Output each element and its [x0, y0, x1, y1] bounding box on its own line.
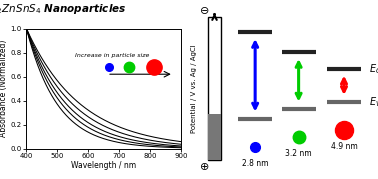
- Text: $\oplus$: $\oplus$: [199, 161, 209, 172]
- Text: 4.9 nm: 4.9 nm: [331, 142, 357, 151]
- Text: $\mathit{Cu_2ZnSnS_4}$ Nanoparticles: $\mathit{Cu_2ZnSnS_4}$ Nanoparticles: [0, 2, 127, 16]
- Y-axis label: Absorbance (Normalized): Absorbance (Normalized): [0, 40, 8, 137]
- Text: Potential / V vs. Ag / AgCl: Potential / V vs. Ag / AgCl: [191, 44, 197, 133]
- X-axis label: Wavelength / nm: Wavelength / nm: [71, 161, 136, 170]
- Text: $E_{VB}$: $E_{VB}$: [369, 95, 378, 109]
- Text: 2.8 nm: 2.8 nm: [242, 159, 268, 168]
- Bar: [208, 17, 221, 160]
- Text: $\ominus$: $\ominus$: [199, 5, 209, 16]
- Bar: [208, 113, 221, 160]
- Text: $E_{CB}$: $E_{CB}$: [369, 62, 378, 76]
- Text: Increase in particle size: Increase in particle size: [74, 52, 149, 57]
- Text: 3.2 nm: 3.2 nm: [285, 149, 312, 158]
